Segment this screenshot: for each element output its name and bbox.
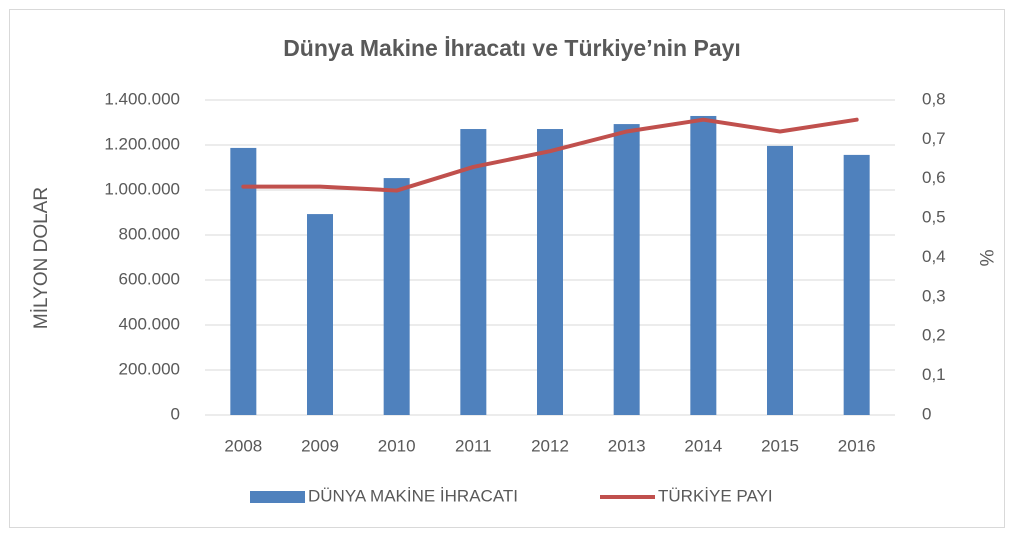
chart-title: Dünya Makine İhracatı ve Türkiye’nin Pay… — [283, 35, 741, 61]
y2-tick-label: 0,3 — [922, 286, 946, 305]
legend-label: DÜNYA MAKİNE İHRACATI — [308, 486, 518, 505]
x-tick-label: 2009 — [301, 436, 339, 455]
bar — [613, 124, 640, 415]
y-tick-label: 1.400.000 — [104, 89, 180, 108]
x-tick-label: 2010 — [378, 436, 416, 455]
y2-tick-label: 0,2 — [922, 326, 946, 345]
y2-tick-label: 0,6 — [922, 168, 946, 187]
bar — [307, 214, 333, 415]
y-tick-label: 1.000.000 — [104, 179, 180, 198]
y-tick-label: 0 — [171, 404, 180, 423]
y-tick-label: 400.000 — [119, 314, 180, 333]
bar — [230, 147, 257, 416]
line — [241, 117, 859, 193]
y2-tick-label: 0,7 — [922, 129, 946, 148]
x-tick-label: 2011 — [455, 436, 492, 455]
y2-tick-label: 0,5 — [922, 208, 946, 227]
x-tick-label: 2015 — [761, 436, 799, 455]
bar — [843, 154, 870, 415]
x-tick-label: 2016 — [838, 436, 876, 455]
y2-tick-label: 0,8 — [922, 89, 946, 108]
y2-tick-label: 0,4 — [922, 247, 946, 266]
x-tick-label: 2013 — [608, 436, 646, 455]
y-tick-label: 200.000 — [119, 359, 180, 378]
legend-swatch — [250, 491, 305, 503]
chart-frame — [9, 9, 1005, 528]
y-tick-label: 1.200.000 — [104, 134, 180, 153]
bar — [767, 145, 793, 415]
y2-tick-label: 0 — [922, 404, 931, 423]
y-axis-title: MİLYON DOLAR — [31, 187, 52, 329]
x-tick-label: 2012 — [531, 436, 569, 455]
y-tick-label: 600.000 — [119, 269, 180, 288]
bar — [460, 129, 487, 415]
y-tick-label: 800.000 — [119, 224, 180, 243]
x-tick-label: 2008 — [224, 436, 262, 455]
y2-tick-label: 0,1 — [922, 365, 946, 384]
bar — [383, 178, 410, 415]
y2-axis-title: % — [975, 250, 996, 267]
bar — [690, 115, 717, 415]
legend-label: TÜRKİYE PAYI — [658, 486, 773, 505]
x-tick-label: 2014 — [684, 436, 722, 455]
bar — [537, 129, 563, 415]
